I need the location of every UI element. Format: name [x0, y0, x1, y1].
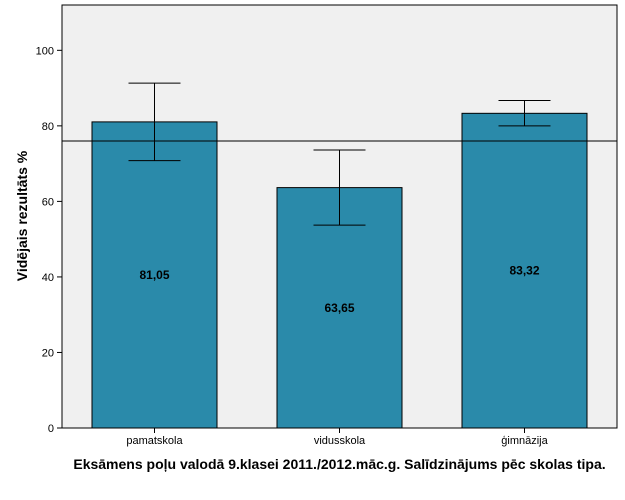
data-label: 81,05 — [139, 268, 169, 282]
data-label: 83,32 — [509, 264, 539, 278]
error-bars — [128, 82, 551, 226]
y-tick-label: 40 — [42, 272, 54, 284]
y-tick-label: 0 — [48, 423, 54, 435]
x-axis: pamatskola vidusskola ģimnāzija — [126, 428, 549, 447]
bar — [276, 187, 403, 429]
y-axis-title: Vidējais rezultāts % — [14, 150, 30, 281]
data-labels: 81,05 63,65 83,32 — [139, 264, 539, 315]
x-tick-label: vidusskola — [314, 435, 366, 447]
y-axis: 0 20 40 60 80 100 — [36, 45, 62, 435]
y-tick-label: 80 — [42, 121, 54, 133]
x-tick-label: pamatskola — [126, 435, 183, 447]
y-tick-label: 20 — [42, 347, 54, 359]
x-axis-title: Eksāmens poļu valodā 9.klasei 2011./2012… — [73, 456, 606, 472]
y-tick-label: 60 — [42, 196, 54, 208]
data-label: 63,65 — [324, 301, 354, 315]
y-tick-label: 100 — [36, 45, 54, 57]
x-tick-label: ģimnāzija — [501, 434, 548, 447]
bar — [91, 121, 218, 429]
